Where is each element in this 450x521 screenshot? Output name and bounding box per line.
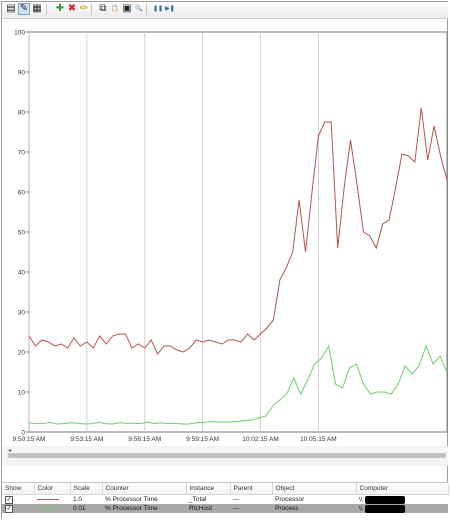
scrollbar-thumb[interactable]	[9, 454, 445, 457]
change-graph-type-icon[interactable]: ▦	[32, 3, 42, 14]
counter-table: Show Color Scale Counter Instance Parent Objec…	[2, 483, 449, 513]
x-tick-label: 10:05:15 AM	[300, 436, 337, 443]
scale-cell: 1.0	[73, 496, 83, 503]
performance-graph[interactable]: 9:50:15 AM 9:53:15 AM 9:56:15 AM 9:59:15 AM…	[0, 18, 450, 464]
column-header-counter[interactable]: Counter	[102, 483, 187, 495]
time-scrollbar[interactable]	[8, 453, 446, 458]
column-header-instance[interactable]: Instance	[186, 483, 231, 495]
paste-icon[interactable]: 📋	[111, 6, 119, 12]
object-cell: Process	[272, 504, 356, 513]
column-header-scale[interactable]: Scale	[70, 483, 103, 495]
y-tick-label: 20	[18, 349, 26, 356]
parent-cell: ---	[230, 504, 272, 513]
redaction-block	[364, 495, 405, 504]
parent-cell: ---	[233, 496, 240, 503]
properties-icon[interactable]: ▣	[122, 3, 132, 14]
toolbar: ▤ ✎ ▦ ✚ ✖ ✏ ⧉ 📋 ▣ 🔍 ❚❚ ▶❚	[2, 2, 448, 19]
highlight-icon[interactable]: ✎	[18, 3, 30, 15]
freeze-display-icon[interactable]: ❚❚	[152, 6, 164, 12]
redaction-block	[364, 504, 405, 513]
series-line-rtchost	[28, 344, 448, 425]
toolbar-separator	[146, 4, 147, 15]
x-tick-label: 9:50:15 AM	[13, 436, 46, 443]
zoom-icon[interactable]: 🔍	[135, 6, 143, 12]
computer-cell: \\	[356, 495, 448, 505]
plot-area	[28, 31, 448, 433]
color-cell	[34, 495, 70, 505]
object-cell: Processor	[275, 496, 305, 503]
toolbar-separator	[91, 4, 92, 15]
y-tick-label: 70	[18, 149, 26, 156]
show-cell: ✓	[2, 504, 34, 513]
y-tick-label: 60	[18, 189, 26, 196]
color-swatch	[37, 507, 59, 509]
instance-cell: RtcHost	[186, 504, 230, 513]
column-header-show[interactable]: Show	[2, 483, 35, 495]
counter-row[interactable]: ✓ 0.01% Processor Time RtcHost --- Process \\	[2, 504, 448, 513]
color-cell	[34, 504, 70, 513]
add-counter-icon[interactable]: ✚	[55, 3, 65, 14]
series-line-processor-total	[28, 107, 448, 355]
toolbar-separator	[46, 4, 47, 15]
counter-cell: % Processor Time	[102, 504, 186, 513]
counter-legend: Show Color Scale Counter Instance Parent Objec…	[2, 482, 449, 519]
y-tick-label: 50	[18, 229, 26, 236]
column-header-parent[interactable]: Parent	[230, 483, 273, 495]
y-tick-label: 80	[18, 109, 26, 116]
scale-cell: 0.01	[70, 504, 102, 513]
y-tick-label: 40	[18, 269, 26, 276]
counter-cell: % Processor Time	[105, 496, 158, 503]
scroll-left-arrow-icon[interactable]: ◂	[8, 448, 12, 454]
update-data-icon[interactable]: ▶❚	[165, 6, 175, 12]
x-tick-label: 10:02:15 AM	[242, 436, 279, 443]
y-tick-label: 100	[14, 29, 25, 36]
highlight-pen-icon[interactable]: ✏	[79, 3, 89, 14]
show-checkbox[interactable]: ✓	[5, 495, 13, 504]
legend-header-row: Show Color Scale Counter Instance Parent Objec…	[2, 483, 449, 495]
x-tick-label: 9:56:15 AM	[128, 436, 161, 443]
copy-icon[interactable]: ⧉	[99, 3, 107, 14]
show-checkbox[interactable]: ✓	[5, 504, 13, 513]
computer-cell: \\	[356, 504, 448, 513]
column-header-object[interactable]: Object	[272, 483, 357, 495]
y-tick-label: 10	[18, 389, 26, 396]
y-tick-label: 90	[18, 69, 26, 76]
color-swatch	[37, 498, 59, 500]
column-header-computer[interactable]: Computer	[356, 483, 449, 495]
view-graph-icon[interactable]: ▤	[6, 3, 16, 14]
x-tick-label: 9:53:15 AM	[70, 436, 103, 443]
time-scrollbar-area: ◂	[2, 446, 448, 466]
x-tick-label: 9:59:15 AM	[186, 436, 219, 443]
instance-cell: _Total	[189, 496, 207, 503]
y-tick-label: 30	[18, 309, 26, 316]
counter-row[interactable]: ✓ 1.0 % Processor Time _Total --- Processor \\	[2, 495, 448, 505]
computer-name: \\	[359, 505, 363, 513]
delete-counter-icon[interactable]: ✖	[67, 3, 77, 14]
column-header-color[interactable]: Color	[34, 483, 71, 495]
show-cell: ✓	[2, 495, 34, 505]
computer-name: \\	[359, 496, 363, 504]
y-tick-label: 0	[21, 429, 25, 436]
